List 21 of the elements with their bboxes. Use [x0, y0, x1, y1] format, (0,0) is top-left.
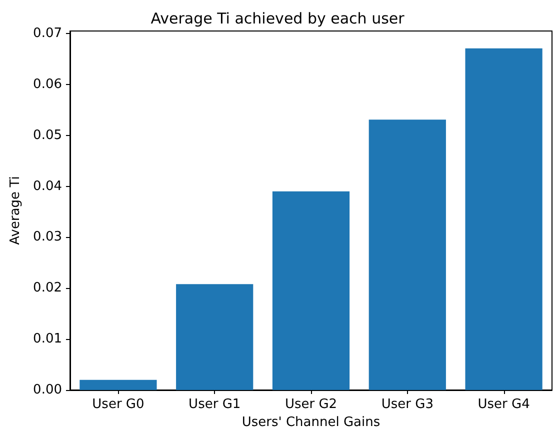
bar [368, 120, 446, 390]
x-tick-label: User G4 [478, 397, 530, 412]
y-tick-label: 0.03 [33, 230, 62, 245]
x-tick-label: User G3 [381, 397, 434, 412]
bar [465, 48, 542, 390]
y-tick-label: 0.04 [33, 178, 62, 194]
x-axis-title: Users' Channel Gains [242, 415, 380, 430]
y-tick-label: 0.01 [33, 332, 62, 347]
x-tick-label: User G2 [284, 397, 338, 412]
y-tick-label: 0.05 [33, 128, 62, 143]
bar [272, 191, 350, 390]
y-tick-label: 0.07 [33, 26, 62, 42]
chart-title: Average Ti achieved by each user [150, 10, 406, 28]
bar [176, 284, 254, 390]
x-tick-label: User G0 [92, 397, 144, 412]
y-tick-label: 0.06 [33, 76, 62, 92]
y-tick-label: 0.00 [33, 382, 62, 398]
y-tick-label: 0.02 [33, 280, 62, 296]
y-axis-title: Average Ti [8, 176, 23, 245]
x-tick-label: User G1 [188, 397, 241, 412]
bar [80, 380, 157, 390]
